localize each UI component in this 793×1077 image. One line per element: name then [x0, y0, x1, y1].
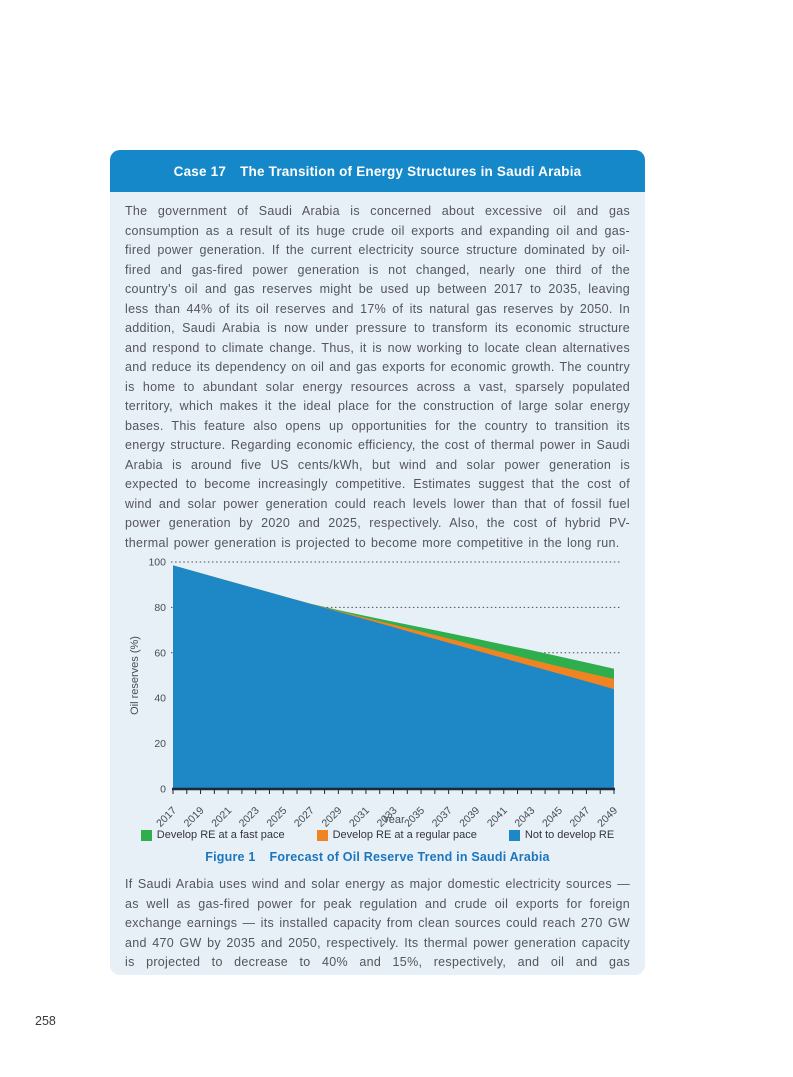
x-tick-label-2037: 2037	[430, 805, 455, 828]
legend-item-2: Not to develop RE	[508, 829, 615, 841]
case-study-card: Case 17 The Transition of Energy Structu…	[110, 150, 645, 975]
y-tick-label-20: 20	[154, 738, 166, 750]
paragraph-intro: The government of Saudi Arabia is concer…	[125, 204, 630, 550]
x-tick-label-2043: 2043	[512, 805, 537, 828]
figure-1-block: 0 20 40 60 80 100 2017 2019 2021 2023 2025 2027 2029…	[125, 558, 630, 864]
y-tick-label-80: 80	[154, 602, 166, 614]
legend-swatch-icon	[140, 829, 152, 841]
legend-item-0: Develop RE at a fast pace	[140, 829, 285, 841]
x-tick-label-2029: 2029	[319, 805, 344, 828]
oil-reserves-chart: 0 20 40 60 80 100 2017 2019 2021 2023 2025 2027 2029…	[129, 558, 620, 828]
x-tick-label-2049: 2049	[595, 805, 620, 828]
chart-legend: Develop RE at a fast pace Develop RE at a…	[125, 829, 630, 841]
x-tick-label-2019: 2019	[182, 805, 207, 828]
x-tick-label-2031: 2031	[347, 805, 372, 828]
case-label: Case 17	[173, 163, 227, 179]
x-tick-label-2047: 2047	[568, 805, 593, 828]
legend-label: Develop RE at a regular pace	[332, 829, 477, 841]
y-tick-label-40: 40	[154, 693, 166, 705]
x-tick-label-2035: 2035	[402, 805, 427, 828]
figure-caption: Figure 1 Forecast of Oil Reserve Trend in…	[125, 850, 630, 864]
x-tick-label-2021: 2021	[209, 805, 234, 828]
area-series-2	[173, 565, 614, 789]
legend-label: Develop RE at a fast pace	[156, 829, 285, 841]
legend-label: Not to develop RE	[524, 829, 615, 841]
y-tick-label-60: 60	[154, 647, 166, 659]
x-axis-title: Year	[382, 814, 405, 826]
x-tick-label-2025: 2025	[264, 805, 289, 828]
page-number: 258	[35, 1014, 56, 1028]
x-tick-label-2027: 2027	[292, 805, 317, 828]
y-tick-label-0: 0	[160, 784, 166, 796]
x-tick-label-2023: 2023	[237, 805, 262, 828]
card-body: The government of Saudi Arabia is concer…	[110, 192, 645, 973]
legend-swatch-icon	[316, 829, 328, 841]
figure-caption-label: Figure 1	[205, 850, 256, 864]
paragraph-outlook: If Saudi Arabia uses wind and solar ener…	[125, 877, 630, 969]
y-tick-label-100: 100	[148, 558, 166, 569]
x-tick-label-2017: 2017	[154, 805, 179, 828]
x-tick-label-2041: 2041	[485, 805, 510, 828]
x-tick-label-2039: 2039	[457, 805, 482, 828]
y-axis-title: Oil reserves (%)	[129, 636, 141, 715]
case-title: The Transition of Energy Structures in S…	[240, 163, 582, 179]
case-header-bar: Case 17 The Transition of Energy Structu…	[110, 150, 645, 192]
figure-caption-title: Forecast of Oil Reserve Trend in Saudi A…	[269, 850, 550, 864]
legend-swatch-icon	[508, 829, 520, 841]
x-tick-label-2045: 2045	[540, 805, 565, 828]
legend-item-1: Develop RE at a regular pace	[316, 829, 477, 841]
